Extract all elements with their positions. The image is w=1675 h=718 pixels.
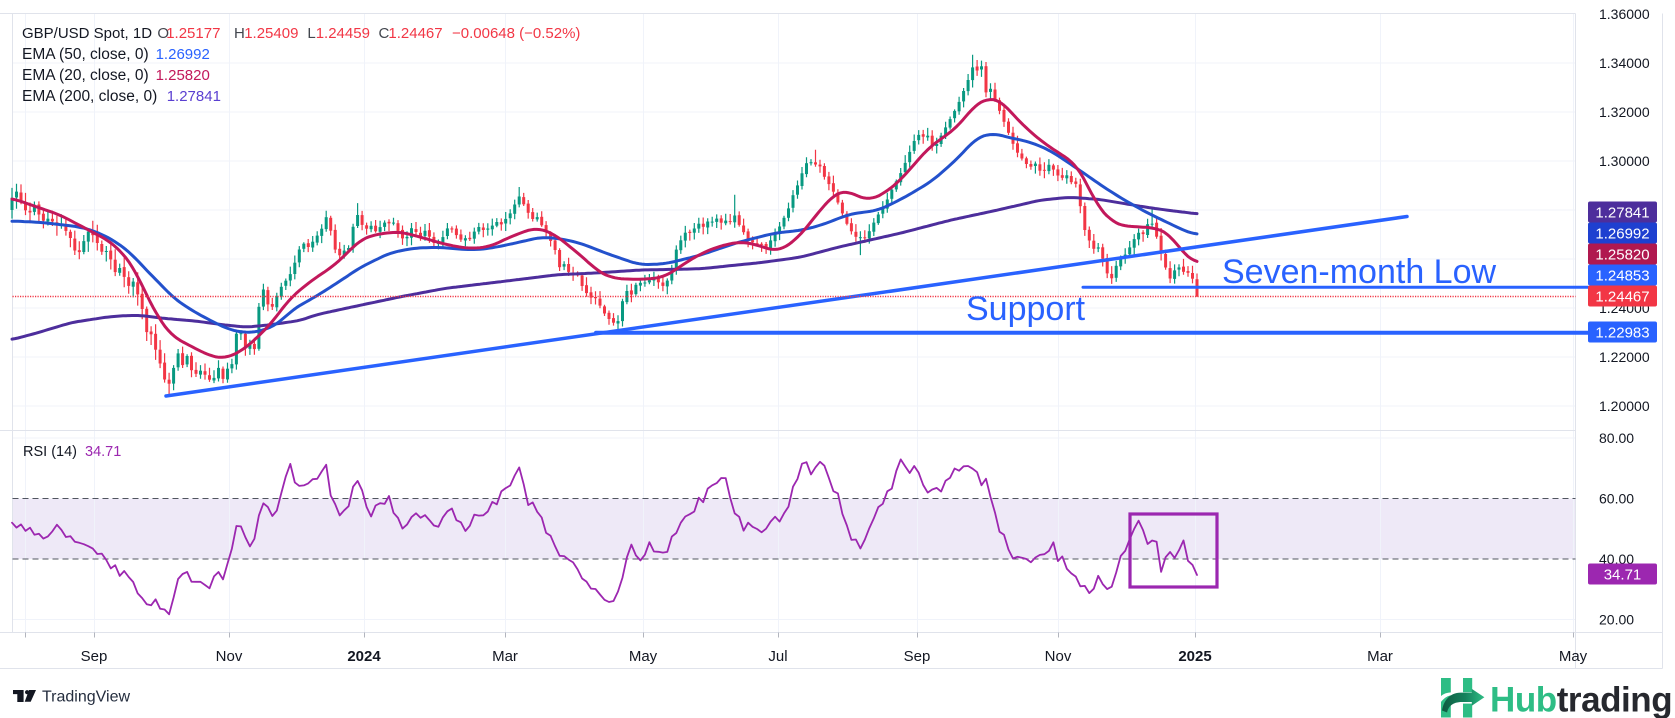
svg-text:1.22000: 1.22000 (1599, 349, 1650, 365)
svg-text:60.00: 60.00 (1599, 491, 1634, 507)
svg-text:1.24459: 1.24459 (316, 25, 370, 42)
svg-text:1.34000: 1.34000 (1599, 55, 1650, 71)
svg-text:40.00: 40.00 (1599, 551, 1634, 567)
svg-text:Sep: Sep (81, 648, 108, 665)
svg-text:Jul: Jul (768, 648, 787, 665)
svg-text:May: May (1559, 648, 1588, 665)
svg-text:RSI (14): RSI (14) (23, 444, 77, 460)
svg-text:1.24467: 1.24467 (388, 25, 442, 42)
svg-text:2025: 2025 (1178, 648, 1211, 665)
svg-text:1.20000: 1.20000 (1599, 398, 1650, 414)
svg-text:1.27841: 1.27841 (167, 88, 221, 105)
svg-text:C: C (379, 25, 390, 42)
svg-text:L: L (307, 25, 315, 42)
svg-text:1.22983: 1.22983 (1595, 325, 1649, 342)
svg-text:1.32000: 1.32000 (1599, 104, 1650, 120)
svg-text:1.36000: 1.36000 (1599, 6, 1650, 22)
svg-text:34.71: 34.71 (85, 444, 121, 460)
svg-text:EMA (50, close, 0): EMA (50, close, 0) (22, 46, 149, 63)
svg-text:80.00: 80.00 (1599, 430, 1634, 446)
svg-text:1.30000: 1.30000 (1599, 153, 1650, 169)
svg-text:H: H (234, 25, 245, 42)
svg-text:Sep: Sep (904, 648, 931, 665)
svg-text:Seven-month Low: Seven-month Low (1222, 253, 1496, 291)
svg-text:1.27841: 1.27841 (1595, 205, 1649, 222)
svg-text:2024: 2024 (347, 648, 381, 665)
svg-text:1.25820: 1.25820 (156, 67, 210, 84)
svg-text:Mar: Mar (492, 648, 518, 665)
svg-text:EMA (20, close, 0): EMA (20, close, 0) (22, 67, 149, 84)
svg-text:1.24467: 1.24467 (1595, 289, 1649, 306)
svg-text:1.25820: 1.25820 (1595, 247, 1649, 264)
svg-text:1.25409: 1.25409 (244, 25, 298, 42)
svg-text:20.00: 20.00 (1599, 612, 1634, 628)
svg-text:O: O (157, 25, 169, 42)
svg-text:Nov: Nov (216, 648, 243, 665)
svg-text:EMA (200, close, 0): EMA (200, close, 0) (22, 88, 157, 105)
svg-text:1.25177: 1.25177 (166, 25, 220, 42)
svg-text:1.24853: 1.24853 (1595, 268, 1649, 285)
svg-text:1.26992: 1.26992 (156, 46, 210, 63)
svg-text:TradingView: TradingView (42, 689, 130, 706)
svg-text:Hubtrading: Hubtrading (1490, 681, 1672, 718)
svg-text:Mar: Mar (1367, 648, 1393, 665)
svg-text:−0.00648 (−0.52%): −0.00648 (−0.52%) (452, 25, 580, 42)
svg-text:May: May (629, 648, 658, 665)
svg-text:Nov: Nov (1045, 648, 1072, 665)
svg-text:Support: Support (966, 290, 1086, 328)
svg-text:GBP/USD Spot, 1D: GBP/USD Spot, 1D (22, 25, 152, 42)
svg-text:1.26992: 1.26992 (1595, 226, 1649, 243)
svg-text:34.71: 34.71 (1604, 567, 1642, 584)
